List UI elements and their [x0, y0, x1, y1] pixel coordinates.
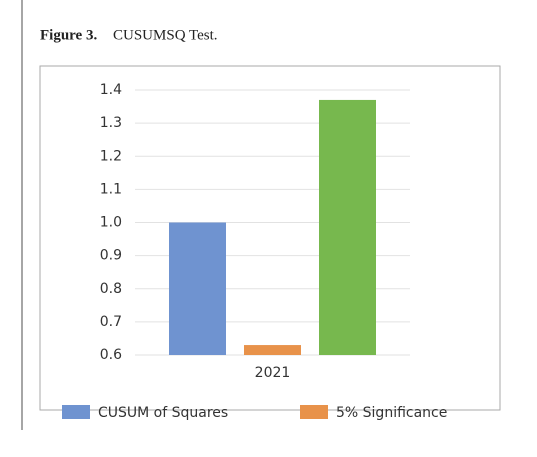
y-tick-label: 0.7	[100, 314, 122, 330]
x-tick-label: 2021	[255, 365, 291, 381]
y-tick-label: 0.8	[100, 281, 122, 297]
chart-frame	[39, 65, 501, 411]
bar	[169, 222, 226, 355]
y-tick-label: 1.3	[100, 115, 122, 131]
figure-label: Figure 3.	[40, 27, 97, 43]
y-tick-label: 1.2	[100, 148, 122, 164]
y-tick-label: 1.4	[100, 82, 122, 98]
y-tick-label: 1.1	[100, 181, 122, 197]
legend-label: 5% Significance	[336, 405, 447, 421]
y-tick-label: 0.6	[100, 347, 122, 363]
legend-swatch	[62, 405, 90, 419]
y-tick-label: 0.9	[100, 248, 122, 264]
legend-label: CUSUM of Squares	[98, 405, 228, 421]
chart-title: CUSUMSQ Test.	[113, 27, 218, 43]
bar	[244, 345, 301, 355]
y-tick-label: 1.0	[100, 215, 122, 231]
legend-swatch	[300, 405, 328, 419]
bar	[319, 99, 376, 355]
